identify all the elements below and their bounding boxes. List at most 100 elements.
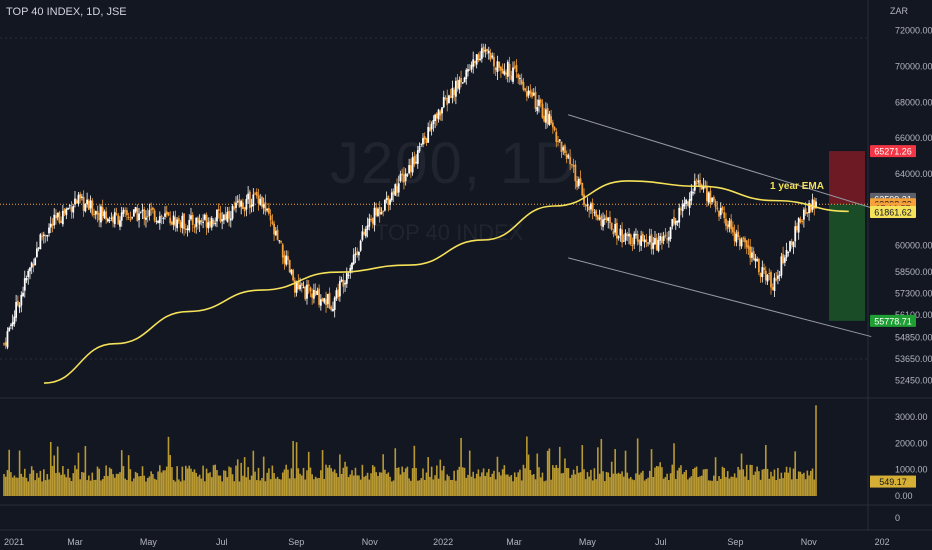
- candle-body: [797, 218, 800, 233]
- candle-body: [27, 270, 30, 278]
- candle-body: [145, 217, 147, 220]
- volume-bar: [96, 466, 99, 496]
- volume-bar: [103, 475, 106, 496]
- volume-bar: [134, 471, 137, 496]
- candle-body: [61, 210, 64, 225]
- candle-body: [226, 211, 229, 222]
- candle-body: [122, 209, 125, 214]
- volume-bar: [257, 467, 260, 496]
- candle-body: [470, 64, 473, 70]
- volume-bar: [500, 475, 502, 496]
- volume-bar: [252, 450, 255, 496]
- volume-bar: [598, 473, 601, 496]
- candle-body: [87, 200, 90, 210]
- volume-bar: [550, 479, 552, 496]
- candle-body: [174, 217, 177, 227]
- volume-bar: [590, 469, 592, 496]
- candle-body: [269, 215, 272, 221]
- volume-bar: [32, 470, 35, 496]
- volume-bar: [813, 479, 816, 496]
- volume-bar: [439, 459, 442, 496]
- candle-body: [680, 208, 682, 210]
- candle-body: [427, 126, 430, 143]
- volume-bar: [37, 477, 40, 496]
- volume-bar: [43, 469, 45, 496]
- volume-bar: [531, 474, 533, 496]
- candle-body: [747, 245, 750, 249]
- candle-body: [768, 273, 771, 275]
- candle-body: [266, 208, 269, 211]
- volume-bar: [777, 467, 779, 496]
- candle-body: [489, 52, 492, 60]
- candle-body: [325, 299, 327, 306]
- candle-body: [557, 141, 559, 143]
- candle-body: [536, 107, 539, 112]
- candle-body: [138, 213, 140, 221]
- volume-bar: [245, 477, 248, 496]
- candle-body: [759, 273, 762, 277]
- volume-bar: [739, 469, 741, 496]
- candle-body: [359, 240, 362, 251]
- volume-bar: [647, 477, 649, 496]
- volume-bar: [728, 478, 731, 496]
- trend-channel-lower: [568, 257, 872, 338]
- candle-body: [299, 284, 301, 290]
- candle-body: [570, 164, 573, 166]
- volume-bar: [408, 478, 410, 496]
- candle-body: [446, 97, 449, 105]
- candle-body: [247, 193, 250, 200]
- volume-bar: [600, 438, 603, 496]
- volume-bar: [626, 472, 629, 496]
- volume-bar: [74, 465, 76, 496]
- candle-body: [224, 214, 227, 220]
- volume-bar: [597, 447, 599, 496]
- candle-body: [600, 215, 603, 226]
- volume-bar: [330, 468, 333, 496]
- volume-bar: [669, 473, 672, 496]
- candle-body: [453, 89, 456, 96]
- candle-body: [671, 219, 674, 227]
- candle-body: [780, 256, 783, 276]
- candle-body: [564, 145, 566, 154]
- candle-body: [164, 213, 166, 217]
- stop-loss-zone: [829, 151, 865, 205]
- volume-bar: [413, 445, 416, 496]
- volume-bar: [231, 474, 234, 496]
- volume-bar: [493, 470, 495, 496]
- candle-body: [338, 281, 341, 297]
- volume-bar: [110, 468, 113, 496]
- time-axis-label: Jul: [216, 537, 228, 547]
- volume-bar: [119, 472, 121, 496]
- symbol-title[interactable]: TOP 40 INDEX, 1D, JSE: [6, 6, 127, 18]
- candle-body: [181, 215, 184, 229]
- candle-body: [596, 215, 599, 220]
- candle-body: [368, 218, 371, 227]
- volume-bar: [553, 467, 556, 496]
- candle-body: [508, 63, 511, 77]
- volume-bar: [371, 465, 374, 496]
- volume-bar: [548, 448, 551, 496]
- volume-bar: [382, 454, 384, 496]
- volume-bar: [595, 479, 597, 496]
- volume-bar: [510, 475, 513, 496]
- volume-bar: [486, 472, 488, 496]
- candle-body: [437, 109, 440, 120]
- candle-body: [413, 156, 416, 165]
- volume-bar: [385, 473, 388, 496]
- volume-bar: [217, 475, 220, 496]
- volume-bar: [264, 481, 267, 496]
- volume-bar: [53, 455, 56, 496]
- volume-bar: [375, 472, 378, 496]
- candle-body: [217, 209, 220, 212]
- volume-bar: [396, 467, 398, 496]
- volume-tick-label: 3000.00: [895, 412, 928, 422]
- candle-body: [42, 234, 45, 237]
- candle-body: [454, 80, 457, 97]
- volume-bar: [410, 480, 412, 496]
- candle-body: [252, 194, 255, 206]
- volume-bar: [233, 481, 236, 496]
- candle-body: [411, 157, 414, 173]
- candle-body: [41, 236, 43, 238]
- candle-body: [399, 173, 402, 182]
